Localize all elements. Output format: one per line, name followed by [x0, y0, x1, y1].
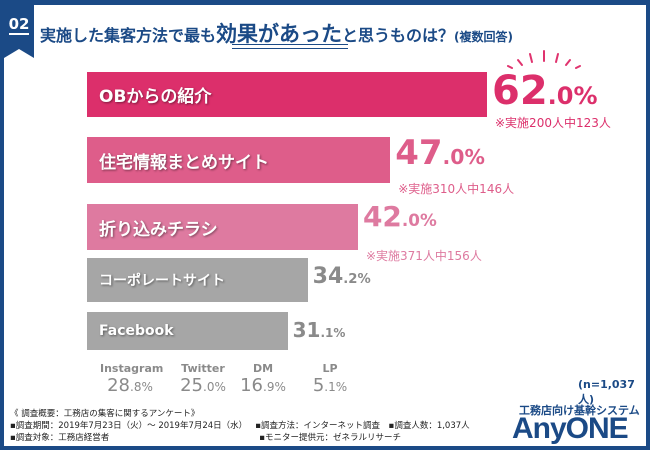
bar-label: OBからの紹介 — [99, 87, 212, 107]
burst-icon — [507, 50, 581, 69]
sample-size: (n=1,037人) — [578, 378, 635, 406]
bar-0: OBからの紹介 — [87, 72, 487, 117]
bar-4: Facebook — [87, 312, 288, 350]
other-label: LP — [322, 362, 338, 375]
value-label: 42.0% — [362, 200, 437, 233]
bar-label: 住宅情報まとめサイト — [99, 152, 269, 173]
value-label: 31.1% — [292, 318, 346, 342]
bar-2: 折り込みチラシ — [87, 204, 358, 250]
other-item: LP 5.1% — [300, 362, 360, 396]
other-label: DM — [252, 362, 274, 375]
value-label: 47.0% — [395, 133, 485, 173]
other-value: 25.0% — [180, 375, 226, 396]
respondent-note: ※実施371人中156人 — [365, 249, 482, 263]
respondent-note: ※実施310人中146人 — [398, 182, 515, 196]
bar-label: 折り込みチラシ — [99, 219, 218, 240]
bar-3: コーポレートサイト — [87, 258, 308, 302]
other-value: 16.9% — [240, 375, 286, 396]
other-value: 28.8% — [107, 375, 153, 396]
other-item: Twitter 25.0% — [173, 362, 233, 396]
other-value: 5.1% — [312, 375, 348, 396]
logo-tagline: 工務店向け基幹システム — [519, 404, 640, 417]
survey-summary: 《 調査概要：工務店の集客に関するアンケート》 ▪調査期間：2019年7月23日… — [10, 409, 470, 443]
bar-1: 住宅情報まとめサイト — [87, 137, 391, 183]
value-label: 62.0% — [492, 68, 598, 114]
other-item: DM 16.9% — [233, 362, 293, 396]
anyone-logo: AnyONE — [512, 412, 629, 445]
other-label: Instagram — [100, 362, 164, 375]
respondent-note: ※実施200人中123人 — [495, 116, 611, 130]
bar-label: Facebook — [99, 323, 174, 339]
value-label: 34.2% — [312, 264, 371, 289]
bar-label: コーポレートサイト — [99, 273, 225, 289]
page-title: 実施した集客方法で最も効果があったと思うものは？(複数回答) — [40, 18, 513, 49]
other-label: Twitter — [181, 362, 225, 375]
other-item: Instagram 28.8% — [100, 362, 164, 396]
question-number-badge: 02 — [4, 5, 34, 58]
